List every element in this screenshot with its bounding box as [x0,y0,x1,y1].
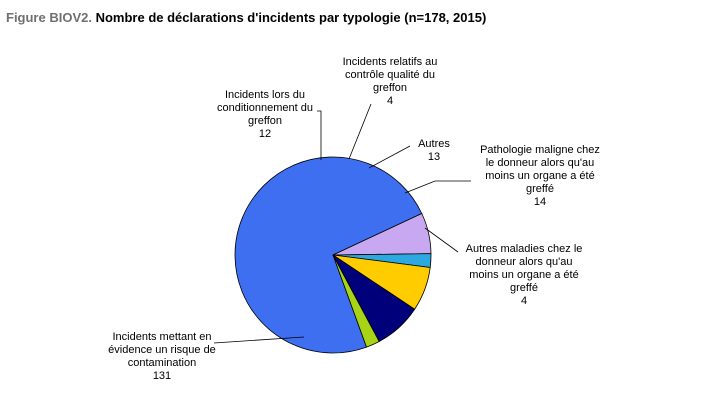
figure-title: Figure BIOV2. Nombre de déclarations d'i… [6,10,486,25]
leader-line [404,180,471,194]
figure-title-text: Nombre de déclarations d'incidents par t… [95,10,487,25]
slice-label: Autres 13 [418,138,450,163]
figure-label: Figure BIOV2. [6,10,92,25]
slice-label: Autres maladies chez le donneur alors qu'… [466,243,583,307]
leader-line [213,336,305,344]
slice-label: Incidents relatifs au contrôle qualité du… [343,56,438,107]
pie-slice [332,254,380,348]
slice-label: Incidents lors du conditionnement du greff… [217,89,313,140]
slice-label: Pathologie maligne chez le donneur alors … [480,144,600,208]
leader-line [424,227,459,253]
leader-line [368,145,411,169]
slice-label: Incidents mettant en évidence un risque d… [108,331,216,382]
leader-line [317,110,322,160]
leader-line [348,103,372,160]
pie-slice [234,156,423,354]
